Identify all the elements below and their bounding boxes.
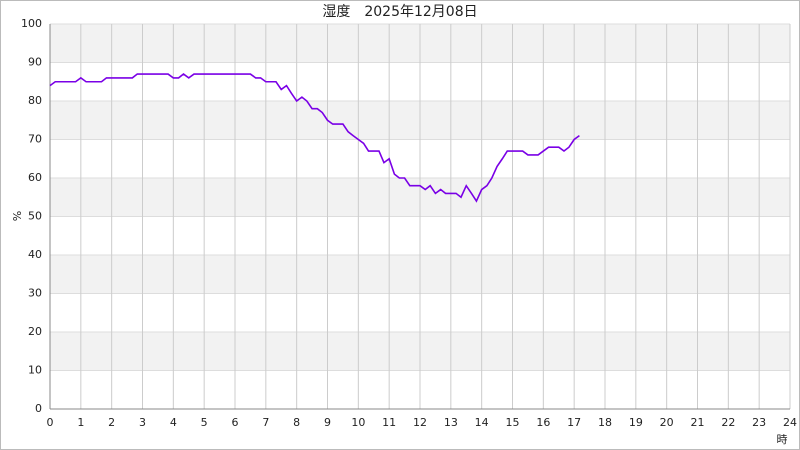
- x-tick-label: 8: [293, 416, 300, 429]
- y-tick-label: 60: [28, 171, 42, 184]
- y-tick-label: 50: [28, 210, 42, 223]
- x-tick-label: 4: [170, 416, 177, 429]
- y-tick-label: 40: [28, 248, 42, 261]
- x-tick-label: 1: [77, 416, 84, 429]
- x-tick-label: 7: [262, 416, 269, 429]
- x-tick-label: 13: [444, 416, 458, 429]
- x-tick-label: 0: [47, 416, 54, 429]
- y-tick-label: 30: [28, 287, 42, 300]
- x-tick-label: 20: [660, 416, 674, 429]
- x-tick-label: 5: [201, 416, 208, 429]
- x-tick-label: 9: [324, 416, 331, 429]
- x-tick-label: 19: [629, 416, 643, 429]
- x-tick-label: 2: [108, 416, 115, 429]
- y-tick-label: 90: [28, 56, 42, 69]
- x-tick-label: 18: [598, 416, 612, 429]
- x-tick-label: 11: [382, 416, 396, 429]
- y-tick-label: 20: [28, 325, 42, 338]
- x-tick-label: 24: [783, 416, 797, 429]
- x-tick-label: 12: [413, 416, 427, 429]
- x-tick-label: 15: [506, 416, 520, 429]
- x-tick-label: 21: [691, 416, 705, 429]
- x-tick-label: 23: [752, 416, 766, 429]
- x-tick-label: 10: [351, 416, 365, 429]
- x-axis-label: 時: [777, 433, 788, 446]
- line: [49, 73, 580, 203]
- y-tick-label: 80: [28, 94, 42, 107]
- y-tick-label: 10: [28, 364, 42, 377]
- x-tick-label: 6: [232, 416, 239, 429]
- x-tick-label: 16: [536, 416, 550, 429]
- x-tick-label: 17: [567, 416, 581, 429]
- y-axis-label: %: [11, 211, 24, 221]
- chart-title: 湿度 2025年12月08日: [322, 4, 477, 20]
- y-tick-label: 100: [21, 17, 42, 30]
- x-tick-label: 3: [139, 416, 146, 429]
- y-tick-label: 0: [35, 402, 42, 415]
- x-tick-label: 22: [721, 416, 735, 429]
- x-tick-label: 14: [475, 416, 489, 429]
- y-tick-label: 70: [28, 133, 42, 146]
